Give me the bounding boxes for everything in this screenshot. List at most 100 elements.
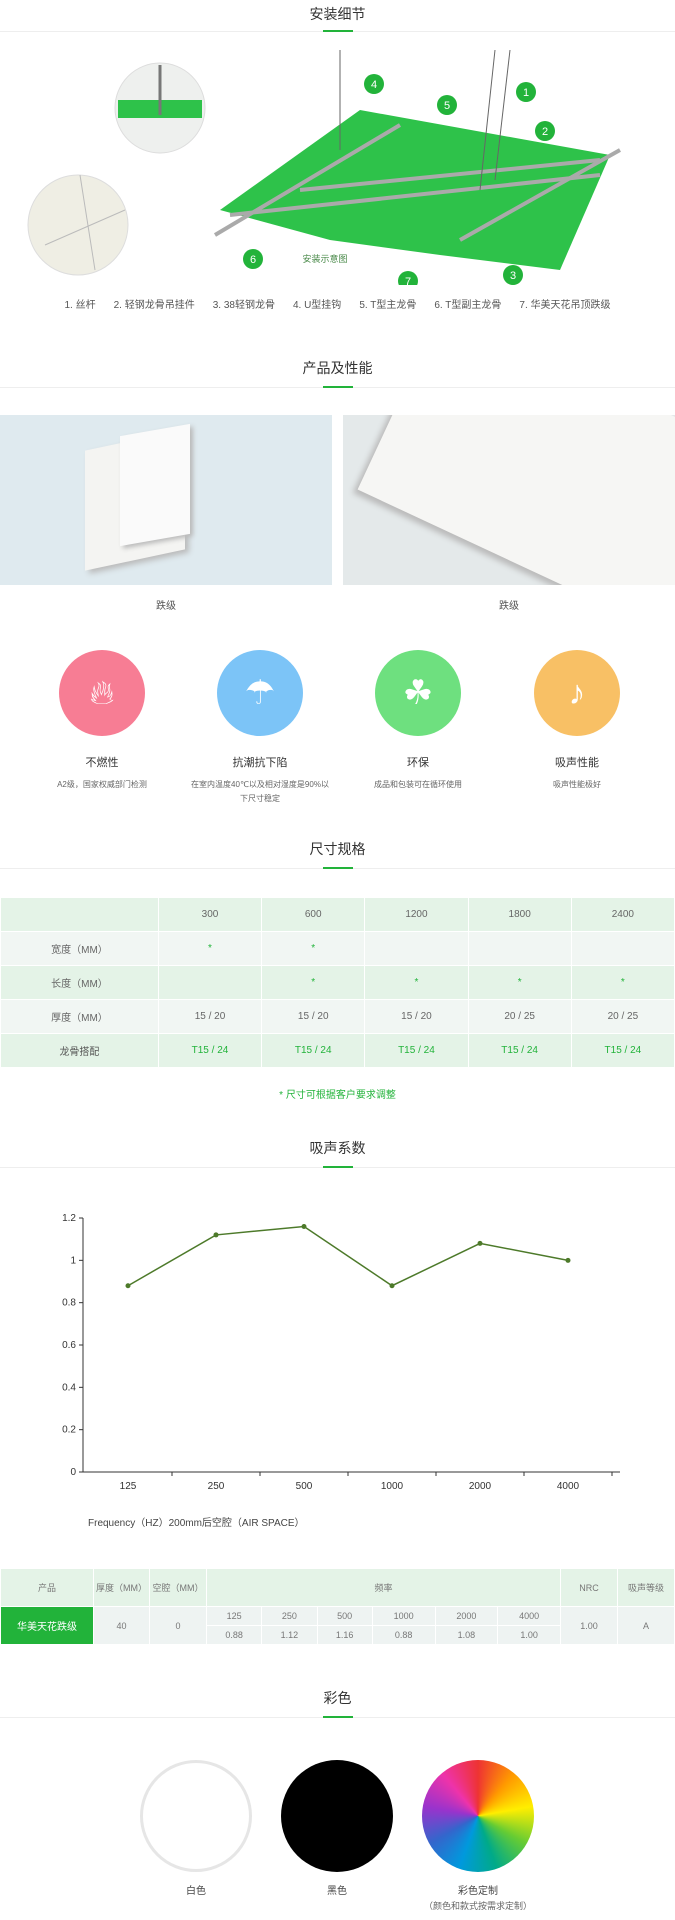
freq-cell: 2000	[434, 1606, 499, 1626]
y-tick-label: 1.2	[62, 1213, 76, 1224]
table-cell: *	[467, 965, 572, 1000]
color-label: 黑色	[327, 1886, 347, 1897]
table-cell: *	[570, 965, 675, 1000]
table-cell: T15 / 24	[364, 1033, 469, 1068]
image-caption: 跌级	[499, 601, 519, 612]
title-underline	[323, 1716, 353, 1718]
y-tick-label: 0.4	[62, 1382, 76, 1393]
legend-item: 1. 丝杆	[64, 300, 96, 311]
section-title-product: 产品及性能	[302, 360, 373, 376]
feature-title: 抗潮抗下陷	[232, 757, 288, 769]
grade-value: A	[617, 1606, 675, 1645]
section-title-absorb: 吸声系数	[309, 1140, 366, 1156]
title-underline	[323, 30, 353, 32]
color-swatch-black[interactable]	[281, 1760, 393, 1872]
section-title-color: 彩色	[323, 1690, 352, 1706]
table-cell: 1200	[364, 897, 469, 932]
value-cell: 0.88	[205, 1625, 263, 1645]
table-cell: 厚度（MM）	[0, 999, 159, 1034]
callout-6: 6	[250, 254, 256, 266]
freq-cell: 4000	[497, 1606, 561, 1626]
data-point	[389, 1283, 395, 1289]
legend-item: 5. T型主龙骨	[359, 300, 417, 311]
title-underline	[323, 386, 353, 388]
table-cell	[364, 931, 469, 966]
table-row: 龙骨搭配 T15 / 24 T15 / 24 T15 / 24 T15 / 24 T15 …	[0, 1033, 675, 1068]
callout-1: 1	[523, 87, 529, 99]
diagram-caption: 安装示意图	[302, 253, 347, 264]
value-cell: 1.08	[434, 1625, 499, 1645]
value-cell: 1.16	[316, 1625, 373, 1645]
feature-title: 不燃性	[85, 757, 119, 769]
table-cell: 15 / 20	[364, 999, 469, 1034]
x-tick-label: 2000	[469, 1481, 492, 1492]
feature-moisture: ☂ 抗潮抗下陷 在室内温度40℃以及相对湿度是90%以下尺寸稳定	[180, 650, 340, 806]
freq-cell: 125	[205, 1606, 263, 1626]
title-underline	[323, 867, 353, 869]
sound-icon: ♪	[534, 650, 620, 736]
install-diagram: 1 2 3 4 5 6 7 安装示意图	[27, 49, 621, 285]
callout-2: 2	[542, 126, 548, 138]
table-cell: *	[157, 931, 263, 966]
table-cell	[570, 931, 675, 966]
x-tick-label: 500	[296, 1481, 313, 1492]
feature-desc: 成品和包装可在循环使用	[374, 780, 462, 789]
cavity-value: 0	[149, 1606, 207, 1645]
callout-7: 7	[405, 276, 411, 285]
data-point	[213, 1232, 219, 1238]
header-thickness: 厚度（MM）	[93, 1568, 150, 1607]
table-cell: *	[261, 965, 366, 1000]
table-cell: 300	[157, 897, 263, 932]
callout-4: 4	[371, 79, 377, 91]
color-sublabel: （颜色和款式按需求定制）	[423, 1901, 532, 1911]
x-tick-label: 4000	[557, 1481, 580, 1492]
value-cell: 1.12	[261, 1625, 318, 1645]
table-row: 厚度（MM） 15 / 20 15 / 20 15 / 20 20 / 25 20 / 2…	[0, 999, 675, 1034]
y-tick-label: 0.8	[62, 1298, 76, 1309]
feature-title: 环保	[407, 757, 429, 769]
table-cell: *	[261, 931, 366, 966]
table-cell: 20 / 25	[570, 999, 675, 1034]
chart-xlabel: Frequency（HZ）200mm后空腔（AIR SPACE）	[88, 1518, 305, 1529]
umbrella-icon: ☂	[217, 650, 303, 736]
color-swatch-custom[interactable]	[422, 1760, 534, 1872]
y-tick-label: 0.6	[62, 1340, 76, 1351]
legend-item: 2. 轻钢龙骨吊挂件	[113, 300, 195, 311]
value-cell: 1.00	[497, 1625, 561, 1645]
y-tick-label: 0.2	[62, 1425, 76, 1436]
table-cell: 15 / 20	[261, 999, 366, 1034]
product-image-texture	[343, 415, 675, 585]
value-cell: 0.88	[371, 1625, 436, 1645]
header-nrc: NRC	[560, 1568, 618, 1607]
section-title-install: 安装细节	[309, 6, 366, 22]
size-table: 300 600 1200 1800 2400 宽度（MM） * * 长度（MM） * * * * 厚度（M…	[0, 897, 675, 1068]
header-frequency: 频率	[206, 1568, 561, 1607]
table-row: 长度（MM） * * * *	[0, 965, 675, 1000]
callout-3: 3	[510, 270, 516, 282]
table-cell: 15 / 20	[157, 999, 263, 1034]
data-point	[301, 1223, 307, 1229]
freq-cell: 250	[261, 1606, 318, 1626]
legend-item: 7. 华美天花吊顶跌级	[519, 300, 611, 311]
product-name: 华美天花跌级	[0, 1606, 94, 1645]
table-cell: T15 / 24	[570, 1033, 675, 1068]
feature-desc: 在室内温度40℃以及相对湿度是90%以下尺寸稳定	[191, 780, 329, 803]
flame-icon: 🔥︎	[59, 650, 145, 736]
header-product: 产品	[0, 1568, 94, 1607]
table-cell: T15 / 24	[467, 1033, 572, 1068]
legend-item: 3. 38轻钢龙骨	[212, 300, 275, 311]
install-legend: 1. 丝杆 2. 轻钢龙骨吊挂件 3. 38轻钢龙骨 4. U型挂钩 5. T型…	[0, 296, 675, 311]
color-swatch-white[interactable]	[140, 1760, 252, 1872]
feature-nonflammable: 🔥︎ 不燃性 A2级，国家权威部门检测	[22, 650, 182, 792]
header-cavity: 空腔（MM）	[149, 1568, 207, 1607]
absorption-chart: 0 0.2 0.4 0.6 0.8 1 1.2 125 250 500 1000 2000 4000	[62, 1213, 620, 1492]
table-cell	[157, 965, 263, 1000]
freq-cell: 500	[316, 1606, 373, 1626]
table-row: 300 600 1200 1800 2400	[0, 897, 675, 932]
color-label: 白色	[186, 1886, 206, 1897]
feature-title: 吸声性能	[555, 757, 599, 769]
data-point	[477, 1240, 483, 1246]
y-tick-label: 0	[70, 1467, 76, 1478]
table-cell: 600	[261, 897, 366, 932]
table-row: 宽度（MM） * *	[0, 931, 675, 966]
